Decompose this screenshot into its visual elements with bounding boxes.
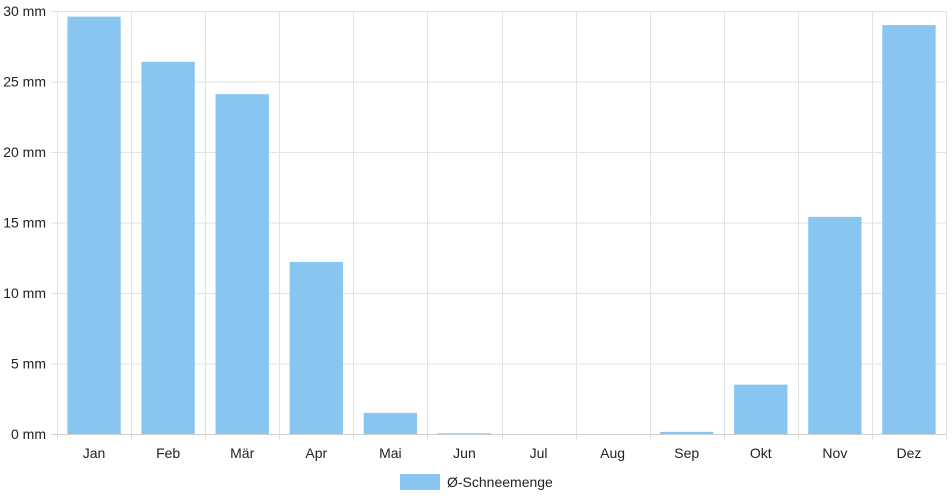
x-tick-label: Jan <box>83 445 106 461</box>
x-tick-label: Dez <box>897 445 922 461</box>
legend-label[interactable]: Ø-Schneemenge <box>447 474 553 490</box>
y-tick-label: 5 mm <box>11 356 46 372</box>
bar-Dez[interactable] <box>882 25 936 434</box>
legend-swatch[interactable] <box>400 474 440 490</box>
x-tick-label: Aug <box>600 445 625 461</box>
y-tick-label: 0 mm <box>11 426 46 442</box>
y-tick-label: 20 mm <box>3 144 46 160</box>
x-axis: Jan Feb Mär Apr Mai Jun Jul Aug Sep Okt Nov Dez <box>83 445 922 461</box>
bar-Nov[interactable] <box>808 216 862 434</box>
y-tick-label: 10 mm <box>3 285 46 301</box>
bar-Sep[interactable] <box>660 431 714 434</box>
legend[interactable]: Ø-Schneemenge <box>400 474 553 490</box>
y-tick-label: 15 mm <box>3 215 46 231</box>
bar-Mai[interactable] <box>363 412 418 434</box>
bar-Okt[interactable] <box>734 384 788 434</box>
x-tick-label: Sep <box>674 445 699 461</box>
x-tick-label: Apr <box>305 445 327 461</box>
x-tick-label: Jul <box>530 445 548 461</box>
bar-Apr[interactable] <box>289 261 343 434</box>
bar-Jun[interactable] <box>437 433 492 435</box>
bar-Jan[interactable] <box>67 16 121 434</box>
bar-Feb[interactable] <box>141 61 195 434</box>
x-tick-label: Jun <box>453 445 476 461</box>
x-tick-label: Mai <box>379 445 402 461</box>
y-tick-label: 25 mm <box>3 74 46 90</box>
bar-Mär[interactable] <box>215 94 269 434</box>
bars <box>67 16 936 435</box>
grid-lines <box>51 11 947 440</box>
y-tick-label: 30 mm <box>3 3 46 19</box>
x-tick-label: Nov <box>822 445 847 461</box>
x-tick-label: Mär <box>230 445 254 461</box>
x-tick-label: Okt <box>750 445 772 461</box>
x-tick-label: Feb <box>156 445 180 461</box>
y-axis: 0 mm 5 mm 10 mm 15 mm 20 mm 25 mm 30 mm <box>3 3 46 442</box>
